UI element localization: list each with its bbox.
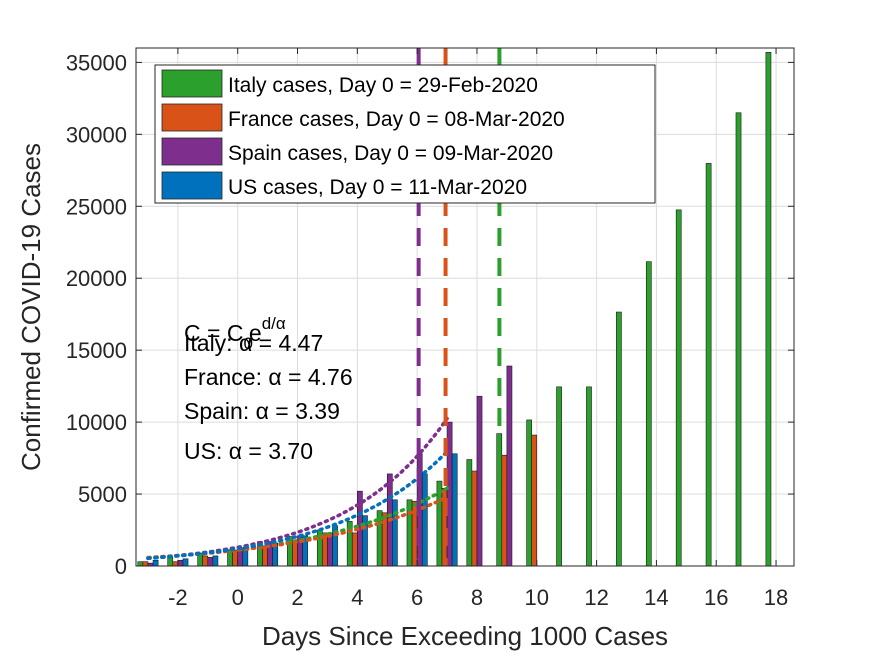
legend-swatch-italy: [161, 69, 223, 98]
x-tick-label: -2: [168, 585, 188, 610]
bar-france: [351, 532, 358, 567]
legend-swatch-spain: [161, 137, 223, 166]
bar-italy: [616, 311, 622, 567]
bar-us: [212, 555, 219, 567]
x-tick-label: 8: [471, 585, 483, 610]
x-tick-label: 10: [525, 585, 549, 610]
bars: [137, 52, 772, 567]
bar-spain: [177, 559, 184, 567]
x-tick-label: 14: [644, 585, 668, 610]
formula-subscript: 0: [243, 334, 252, 353]
legend-box: [154, 64, 656, 204]
bar-us: [152, 559, 159, 567]
bar-italy: [137, 561, 144, 567]
bar-italy: [645, 261, 652, 567]
y-tick-label: 20000: [66, 266, 127, 291]
y-tick-label: 15000: [66, 338, 127, 363]
bar-italy: [466, 459, 473, 567]
formula-text: C = C0ed/α: [184, 314, 286, 353]
bar-france: [471, 470, 478, 567]
formula-base: C = C: [184, 320, 243, 346]
x-tick-label: 12: [584, 585, 608, 610]
bar-spain: [207, 557, 214, 567]
alpha-france: France: α = 4.76: [184, 364, 353, 390]
y-tick-label: 35000: [66, 50, 127, 75]
legend-swatch-france: [161, 103, 223, 132]
y-tick-label: 10000: [66, 410, 127, 435]
bar-italy: [735, 112, 742, 567]
bar-france: [172, 561, 179, 567]
x-tick-label: 18: [764, 585, 788, 610]
y-tick-label: 25000: [66, 194, 127, 219]
alpha-italy: Italy: α = 4.47: [184, 330, 323, 356]
y-tick-label: 0: [115, 554, 127, 579]
fit-annotations: C = C0ed/α Italy: α = 4.47 France: α = 4…: [184, 314, 353, 464]
bar-italy: [556, 386, 562, 567]
bar-italy: [705, 163, 712, 567]
bar-france: [232, 549, 238, 567]
bar-spain: [476, 395, 483, 567]
fit-curve-us: [146, 449, 449, 561]
day-zero-lines: [416, 48, 502, 566]
legend-swatch-us: [161, 171, 223, 200]
y-axis-ticks: 0 5000 10000 15000 20000 25000 30000 35000: [66, 50, 794, 579]
x-tick-label: 4: [351, 585, 363, 610]
bar-france: [531, 434, 538, 567]
bar-france: [142, 561, 149, 567]
y-axis-label: Confirmed COVID-19 Cases: [16, 143, 46, 471]
x-axis-label: Days Since Exceeding 1000 Cases: [262, 621, 668, 651]
bar-italy: [406, 499, 413, 567]
plot-frame: [135, 47, 795, 567]
bar-italy: [765, 52, 772, 567]
legend: Italy cases, Day 0 = 29-Feb-2020 France …: [154, 64, 656, 204]
y-tick-label: 5000: [78, 482, 127, 507]
legend-label-spain: Spain cases, Day 0 = 09-Mar-2020: [228, 142, 553, 165]
bar-spain: [446, 421, 453, 567]
legend-label-us: US cases, Day 0 = 11-Mar-2020: [228, 176, 527, 199]
formula-exponent: d/α: [262, 314, 286, 333]
bar-spain: [327, 532, 333, 567]
bar-france: [262, 545, 268, 567]
bar-spain: [506, 365, 513, 567]
bar-italy: [675, 209, 682, 567]
alpha-spain: Spain: α = 3.39: [184, 398, 340, 424]
legend-label-france: France cases, Day 0 = 08-Mar-2020: [228, 108, 565, 131]
x-tick-label: 6: [411, 585, 423, 610]
x-tick-label: 2: [291, 585, 303, 610]
bar-us: [451, 453, 458, 567]
bar-us: [182, 558, 189, 567]
bar-spain: [237, 551, 244, 567]
x-tick-label: 16: [704, 585, 728, 610]
bar-italy: [526, 419, 532, 567]
bar-us: [392, 499, 398, 567]
y-tick-label: 30000: [66, 122, 127, 147]
legend-label-italy: Italy cases, Day 0 = 29-Feb-2020: [228, 74, 538, 97]
bar-italy: [586, 386, 592, 567]
alpha-us: US: α = 3.70: [184, 438, 313, 464]
fit-curves: [146, 416, 449, 561]
bar-france: [202, 555, 209, 567]
bar-us: [421, 473, 428, 567]
bar-france: [501, 454, 508, 567]
x-axis-ticks: -2 0 2 4 6 8 10 12 14 16 18: [168, 48, 788, 610]
formula-exp-base: e: [249, 320, 262, 346]
x-tick-label: 0: [232, 585, 244, 610]
